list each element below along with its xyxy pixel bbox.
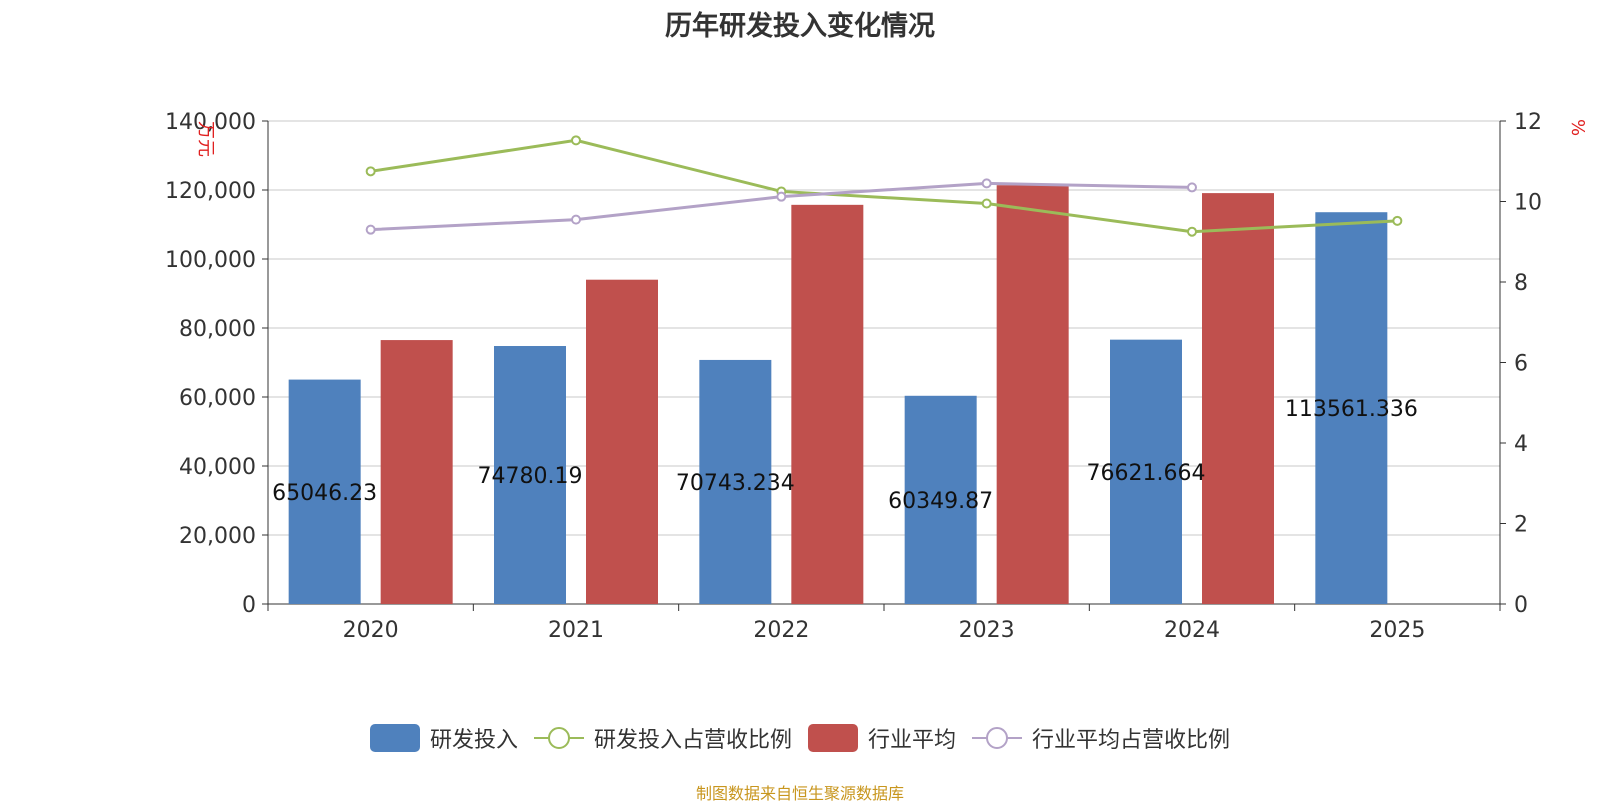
- x-tick-label: 2020: [343, 618, 399, 643]
- bar-industry-average: [791, 204, 864, 604]
- x-tick-label: 2022: [753, 618, 809, 643]
- y-right-tick-label: 6: [1514, 352, 1528, 377]
- point-industry-ratio: [571, 214, 581, 225]
- bar-data-label: 76621.664: [1087, 461, 1206, 486]
- point-industry-ratio: [776, 191, 787, 202]
- y-left-tick-label: 40,000: [179, 455, 256, 480]
- y-left-tick-label: 80,000: [179, 317, 256, 342]
- legend-swatch-rd-ratio: [533, 727, 584, 749]
- bar-data-label: 65046.23: [272, 481, 377, 506]
- y-left-tick-label: 100,000: [165, 248, 256, 273]
- x-tick-label: 2025: [1369, 618, 1425, 643]
- y-right-tick-label: 8: [1514, 271, 1528, 296]
- legend-item-industry-average[interactable]: 行业平均: [808, 722, 956, 754]
- y-left-axis-label: 万元: [195, 121, 216, 157]
- bar-rd-investment: [288, 379, 361, 604]
- point-rd-ratio: [365, 166, 376, 177]
- bar-rd-investment: [1110, 339, 1182, 604]
- y-right-axis-label: %: [1567, 119, 1588, 136]
- data-source-note: 制图数据来自恒生聚源数据库: [695, 784, 904, 803]
- legend-swatch-rd-investment: [369, 724, 420, 752]
- legend-swatch-industry-average: [808, 724, 858, 752]
- y-left-tick-label: 120,000: [165, 179, 256, 204]
- bar-industry-average: [586, 279, 658, 604]
- point-industry-ratio: [365, 224, 376, 235]
- y-right-tick-label: 10: [1514, 191, 1542, 216]
- legend-item-rd-ratio[interactable]: 研发投入占营收比例: [533, 722, 792, 754]
- y-right-tick-label: 2: [1514, 513, 1528, 538]
- point-rd-ratio: [571, 135, 581, 146]
- legend-label-rd-ratio: 研发投入占营收比例: [593, 728, 792, 753]
- chart-canvas: 0 20,000 40,000 60,000 80,000 100,000 120,000 1…: [165, 110, 1588, 643]
- point-rd-ratio: [981, 198, 992, 209]
- point-rd-ratio: [1392, 215, 1403, 226]
- x-tick-label: 2021: [548, 618, 604, 643]
- y-left-tick-label: 0: [242, 593, 256, 618]
- bar-rd-investment: [904, 395, 977, 604]
- point-industry-ratio: [981, 178, 992, 189]
- legend-swatch-industry-ratio: [972, 727, 1023, 749]
- bar-rd-investment: [1315, 212, 1388, 605]
- bar-industry-average: [996, 185, 1069, 605]
- bar-industry-average: [1202, 193, 1274, 605]
- y-right-tick-label: 4: [1514, 432, 1528, 457]
- legend-item-rd-investment[interactable]: 研发投入: [369, 722, 518, 754]
- bar-rd-investment: [494, 346, 566, 604]
- legend-item-industry-ratio[interactable]: 行业平均占营收比例: [972, 722, 1230, 754]
- bar-industry-average: [380, 340, 453, 604]
- y-left-tick-label: 140,000: [165, 110, 256, 135]
- bar-rd-investment: [699, 359, 772, 604]
- line-rd-ratio: [370, 138, 1398, 234]
- bar-data-label: 70743.234: [676, 471, 795, 496]
- legend-label-industry-ratio: 行业平均占营收比例: [1032, 728, 1231, 753]
- bar-data-label: 60349.87: [888, 489, 993, 514]
- legend-label-rd-investment: 研发投入: [429, 728, 518, 753]
- bar-data-label: 113561.336: [1285, 397, 1418, 422]
- chart-title: 历年研发投入变化情况: [665, 11, 935, 42]
- y-right-tick-label: 0: [1514, 593, 1528, 618]
- point-industry-ratio: [1187, 182, 1197, 193]
- point-rd-ratio: [1187, 226, 1197, 237]
- y-right-tick-label: 12: [1514, 110, 1542, 135]
- chart-legend: 研发投入 研发投入占营收比例 行业平均 行业平均占营收比例: [0, 721, 1600, 755]
- legend-label-industry-average: 行业平均: [868, 728, 957, 753]
- y-left-tick-label: 60,000: [179, 386, 256, 411]
- bar-data-label: 74780.19: [478, 464, 583, 489]
- y-left-tick-label: 20,000: [179, 524, 256, 549]
- x-tick-label: 2024: [1164, 618, 1220, 643]
- x-tick-label: 2023: [959, 618, 1015, 643]
